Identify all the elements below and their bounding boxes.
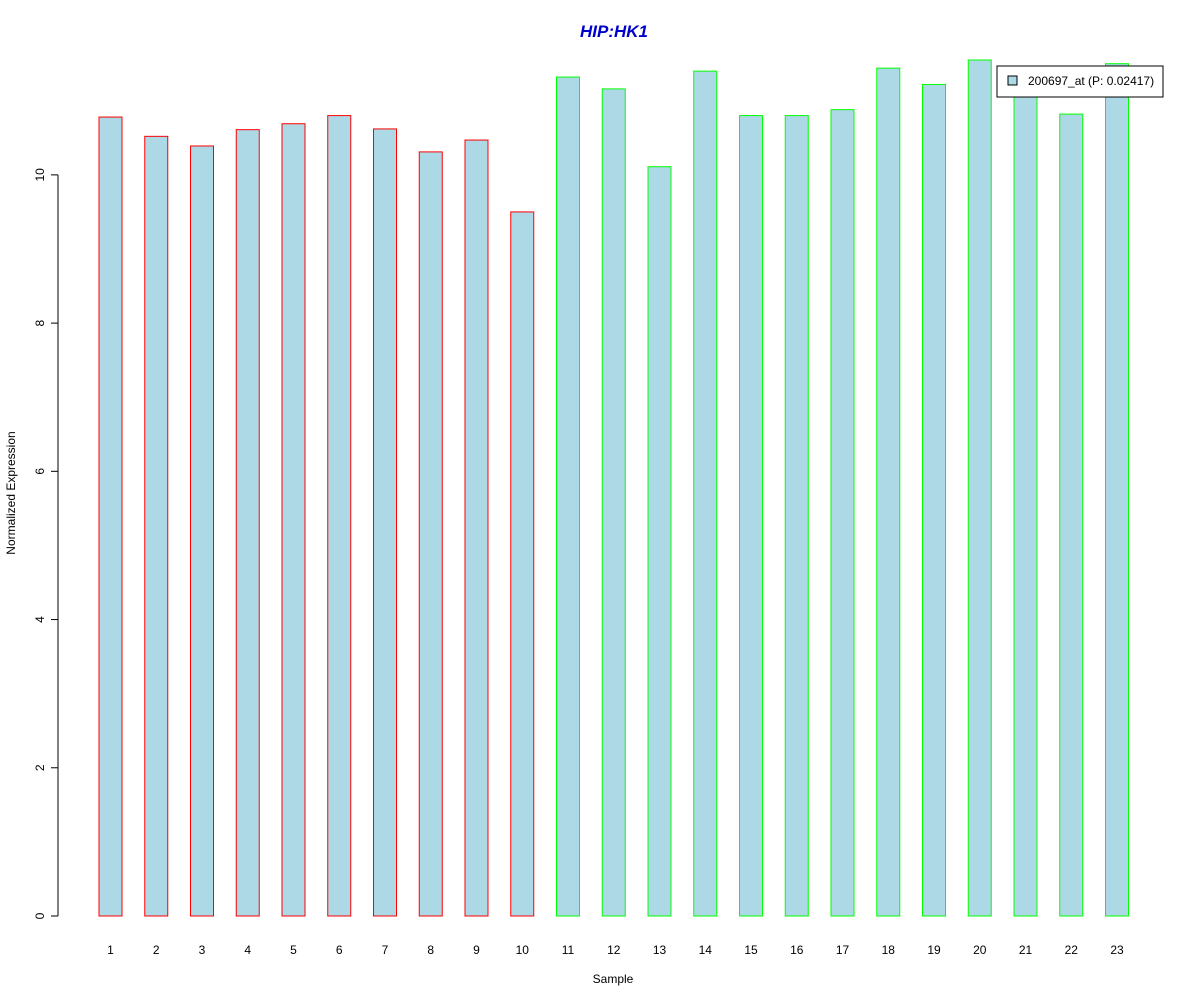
x-tick-label: 14	[699, 943, 713, 957]
x-tick-label: 7	[382, 943, 389, 957]
bar-sample-11	[556, 76, 580, 917]
y-tick-label: 4	[33, 616, 47, 623]
x-tick-label: 5	[290, 943, 297, 957]
bar-sample-20	[967, 59, 992, 917]
bar-sample-21	[1013, 92, 1038, 917]
x-tick-label: 1	[107, 943, 114, 957]
x-tick-label: 3	[199, 943, 206, 957]
y-tick-label: 0	[33, 912, 47, 919]
bar-sample-18	[876, 67, 901, 917]
bars	[98, 59, 1129, 917]
y-axis: 0 2 4 6 8 10	[33, 168, 59, 919]
bar-sample-22	[1059, 113, 1084, 917]
legend-box	[996, 65, 1164, 98]
bar-sample-3	[190, 145, 214, 917]
bar-sample-8	[418, 151, 443, 917]
bar-sample-19	[922, 83, 946, 917]
bar-sample-13	[647, 166, 672, 917]
y-axis-title: Normalized Expression	[4, 431, 18, 554]
x-tick-label: 8	[427, 943, 434, 957]
legend-label: 200697_at (P: 0.02417)	[1028, 74, 1154, 88]
x-tick-label: 18	[882, 943, 896, 957]
chart-title: HIP:HK1	[580, 22, 648, 41]
x-tick-label: 23	[1110, 943, 1124, 957]
bar-sample-14	[693, 70, 718, 917]
bar-sample-23	[1105, 63, 1129, 917]
bar-sample-16	[784, 115, 809, 917]
y-tick-label: 2	[33, 764, 47, 771]
legend-swatch	[1007, 75, 1018, 86]
x-tick-label: 19	[927, 943, 941, 957]
x-tick-label: 4	[244, 943, 251, 957]
legend: 200697_at (P: 0.02417)	[996, 65, 1164, 98]
bar-sample-2	[144, 135, 169, 917]
x-tick-label: 6	[336, 943, 343, 957]
x-tick-label: 16	[790, 943, 804, 957]
y-tick-label: 10	[33, 168, 47, 182]
x-tick-label: 13	[653, 943, 667, 957]
bar-sample-12	[601, 88, 626, 917]
bar-sample-4	[235, 129, 260, 917]
y-tick-label: 6	[33, 468, 47, 475]
x-tick-label: 11	[562, 943, 575, 957]
x-tick-label: 12	[607, 943, 621, 957]
bar-sample-15	[739, 115, 763, 917]
x-tick-label: 20	[973, 943, 987, 957]
x-axis-tick-labels: 1 2 3 4 5 6 7 8 9 10 11 12 13 14 15 16 17 18 19 20 21 22 23	[107, 943, 1124, 957]
bar-sample-1	[98, 116, 123, 917]
y-tick-label: 8	[33, 319, 47, 326]
bar-sample-5	[281, 123, 306, 917]
x-tick-label: 15	[744, 943, 758, 957]
x-tick-label: 17	[836, 943, 850, 957]
x-axis-title: Sample	[593, 972, 634, 986]
bar-sample-10	[510, 211, 535, 917]
x-tick-label: 10	[516, 943, 530, 957]
bar-sample-6	[327, 115, 352, 917]
bar-sample-9	[464, 139, 489, 917]
bar-sample-7	[373, 128, 397, 917]
x-tick-label: 2	[153, 943, 160, 957]
x-tick-label: 22	[1065, 943, 1079, 957]
x-tick-label: 9	[473, 943, 480, 957]
x-tick-label: 21	[1019, 943, 1033, 957]
bar-sample-17	[830, 109, 855, 917]
